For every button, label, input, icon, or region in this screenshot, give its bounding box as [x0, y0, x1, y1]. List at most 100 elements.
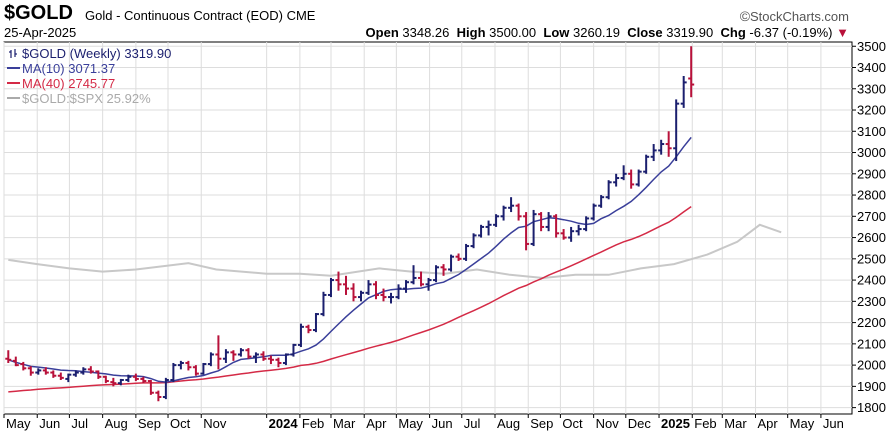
x-tick-label: Jun — [823, 416, 844, 431]
ohlc-bar — [132, 373, 139, 382]
y-tick-label: 2000 — [857, 358, 886, 373]
open-label: Open — [365, 25, 399, 40]
ohlc-bar — [650, 144, 657, 162]
ohlc-bar — [275, 357, 282, 368]
quote-row: 25-Apr-2025 Open 3348.26 High 3500.00 Lo… — [0, 24, 893, 42]
ohlc-bar — [5, 350, 12, 363]
quote-date: 25-Apr-2025 — [4, 25, 77, 40]
ma10-line — [8, 136, 692, 383]
ohlc-bar — [410, 265, 417, 285]
x-tick-label: Feb — [302, 416, 324, 431]
ohlc-bar — [538, 212, 545, 232]
ohlc-bar — [335, 271, 342, 291]
ohlc-bar — [155, 390, 162, 402]
x-tick-label: Mar — [333, 416, 356, 431]
x-tick-label: Nov — [596, 416, 620, 431]
ohlc-bar — [508, 197, 515, 213]
ohlc-bar — [373, 281, 380, 300]
legend-item: $GOLD:$SPX 25.92% — [7, 91, 151, 106]
ma40-line — [8, 205, 692, 393]
ohlc-bar — [380, 288, 387, 302]
ohlc-bars — [5, 46, 695, 402]
ohlc-bar — [478, 224, 485, 238]
x-tick-label: 2025 — [661, 416, 690, 431]
x-tick-label: Mar — [724, 416, 747, 431]
ohlc-bar — [598, 195, 605, 208]
ohlc-bar — [628, 169, 635, 189]
ohlc-bar — [57, 372, 64, 380]
ohlc-bar — [192, 365, 199, 376]
x-tick-label: Apr — [366, 416, 387, 431]
legend-label: $GOLD:$SPX 25.92% — [22, 91, 151, 106]
ohlc-bar — [395, 284, 402, 300]
ma10-path — [8, 136, 692, 383]
y-tick-label: 1800 — [857, 400, 886, 415]
legend-label: MA(10) 3071.37 — [22, 61, 115, 76]
x-tick-label: Feb — [694, 416, 716, 431]
chart-header: $GOLD Gold - Continuous Contract (EOD) C… — [0, 2, 893, 26]
copyright-icon: © — [739, 8, 751, 24]
x-tick-label: Sep — [530, 416, 553, 431]
ohlc-bar — [658, 139, 665, 155]
x-tick-label: Jun — [432, 416, 453, 431]
high-value: 3500.00 — [489, 25, 537, 40]
ohlc-bar — [455, 253, 462, 261]
symbol-title: $GOLD — [4, 2, 73, 24]
ohlc-bar — [403, 280, 410, 293]
x-tick-label: Sep — [138, 416, 161, 431]
ohlc-bar — [665, 131, 672, 157]
ohlc-bar — [260, 351, 267, 361]
ohlc-bar — [470, 233, 477, 249]
ohlc-bar — [493, 214, 500, 227]
ohlc-bar — [252, 352, 259, 363]
y-tick-label: 2700 — [857, 209, 886, 224]
ohlc-bar — [575, 224, 582, 236]
ohlc-bar — [605, 180, 612, 200]
relative-path — [8, 223, 782, 280]
ohlc-bar — [463, 243, 470, 261]
relative-strength-line — [8, 223, 782, 280]
y-tick-label: 3000 — [857, 145, 886, 160]
ohlc-bar — [312, 313, 319, 333]
ohlc-bar — [365, 280, 372, 295]
ohlc-bar — [215, 335, 222, 370]
y-tick-label: 3100 — [857, 124, 886, 139]
y-tick-label: 1900 — [857, 379, 886, 394]
x-tick-label: Aug — [105, 416, 128, 431]
down-arrow-icon: ▼ — [836, 25, 849, 40]
ohlc-bar — [688, 46, 695, 98]
ohlc-bar — [87, 366, 94, 374]
ohlc-bar — [140, 376, 147, 384]
ohlc-bar — [433, 265, 440, 283]
ohlc-bar — [20, 361, 27, 371]
y-tick-label: 2300 — [857, 294, 886, 309]
x-tick-label: May — [790, 416, 815, 431]
legend-item: MA(40) 2745.77 — [7, 76, 115, 91]
ohlc-bar — [305, 324, 312, 334]
ohlc-bar — [177, 360, 184, 370]
high-label: High — [456, 25, 486, 40]
ohlc-bar — [523, 212, 530, 251]
ohlc-bar — [350, 283, 357, 302]
ohlc-bar — [297, 323, 304, 348]
ohlc-bar — [102, 375, 109, 384]
ohlc-bar — [35, 368, 42, 375]
ohlc-bar — [327, 277, 334, 298]
chg-label: Chg — [720, 25, 746, 40]
x-tick-label: Jun — [39, 416, 60, 431]
low-value: 3260.19 — [573, 25, 620, 40]
ohlc-bar — [643, 154, 650, 174]
ohlc-bar — [185, 360, 192, 371]
ohlc-bar — [290, 343, 297, 357]
brand-watermark[interactable]: ©StockCharts.com — [740, 8, 849, 24]
ohlc-bar — [27, 366, 34, 376]
low-label: Low — [543, 25, 570, 40]
ohlc-bar — [560, 229, 567, 240]
ohlc-bar — [620, 165, 627, 181]
x-tick-label: Jul — [71, 416, 88, 431]
legend-label: $GOLD (Weekly) 3319.90 — [22, 46, 171, 61]
ohlc-bar — [530, 209, 537, 247]
y-axis: 1800 1900 2000 2100 2200 2300 2400 2500 2600 2700… — [852, 39, 886, 415]
